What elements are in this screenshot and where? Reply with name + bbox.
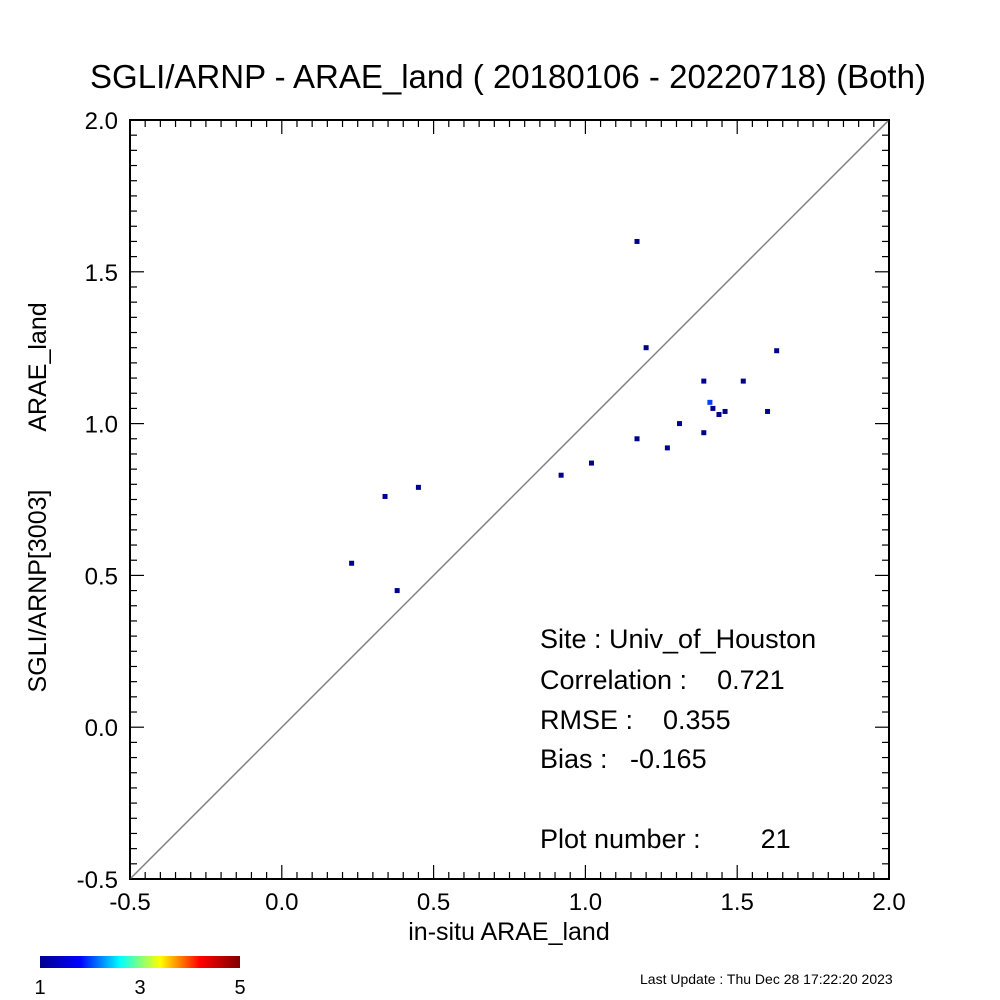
colorbar-tick-label: 3 [134, 977, 145, 999]
colorbar-tick-label: 5 [234, 977, 245, 999]
data-point [701, 378, 707, 384]
x-tick-label: 0.0 [265, 889, 298, 916]
y-axis-label: SGLI/ARNP[3003] [24, 490, 52, 693]
data-point [774, 348, 780, 354]
x-tick-label: 2.0 [872, 889, 905, 916]
data-point [677, 421, 683, 427]
data-point [349, 560, 355, 566]
data-point [643, 345, 649, 351]
y-axis-sublabel: ARAE_land [24, 302, 52, 431]
data-point [716, 411, 722, 417]
data-point [740, 378, 746, 384]
stats-plot-number: Plot number : 21 [540, 824, 791, 854]
stats-bias: Bias : -0.165 [540, 744, 707, 774]
data-point [558, 472, 564, 478]
y-tick-label: 0.5 [85, 563, 118, 590]
y-tick-labels: -0.5 0.0 0.5 1.0 1.5 2.0 [77, 108, 118, 894]
y-tick-label: 2.0 [85, 108, 118, 135]
y-tick-label: 0.0 [85, 715, 118, 742]
y-tick-label: -0.5 [77, 867, 118, 894]
x-tick-label: 1.5 [721, 889, 754, 916]
x-axis-label: in-situ ARAE_land [408, 918, 610, 946]
one-to-one-line [129, 119, 890, 880]
data-point [722, 408, 728, 414]
colorbar-tick-label: 1 [34, 977, 45, 999]
data-point [710, 405, 716, 411]
data-point [664, 445, 670, 451]
data-point [701, 430, 707, 436]
y-tick-label: 1.0 [85, 412, 118, 439]
data-point [394, 588, 400, 594]
data-point [634, 436, 640, 442]
stats-rmse: RMSE : 0.355 [540, 705, 731, 735]
data-point [588, 460, 594, 466]
chart-title: SGLI/ARNP - ARAE_land ( 20180106 - 20220… [90, 58, 926, 95]
x-tick-label: -0.5 [109, 889, 150, 916]
data-point [765, 408, 771, 414]
data-point [707, 399, 713, 405]
stats-box: Site : Univ_of_Houston Correlation : 0.7… [540, 624, 816, 854]
colorbar [40, 956, 240, 968]
data-points [349, 238, 780, 594]
colorbar-labels: 1 3 5 [34, 977, 245, 999]
data-point [415, 484, 421, 490]
x-tick-labels: -0.5 0.0 0.5 1.0 1.5 2.0 [109, 889, 905, 916]
last-update-footer: Last Update : Thu Dec 28 17:22:20 2023 [640, 971, 893, 987]
stats-site: Site : Univ_of_Houston [540, 624, 816, 654]
y-tick-label: 1.5 [85, 260, 118, 287]
axis-ticks [129, 119, 890, 880]
x-tick-label: 0.5 [417, 889, 450, 916]
data-point [382, 493, 388, 499]
x-tick-label: 1.0 [569, 889, 602, 916]
data-point [634, 238, 640, 244]
stats-correlation: Correlation : 0.721 [540, 665, 785, 695]
